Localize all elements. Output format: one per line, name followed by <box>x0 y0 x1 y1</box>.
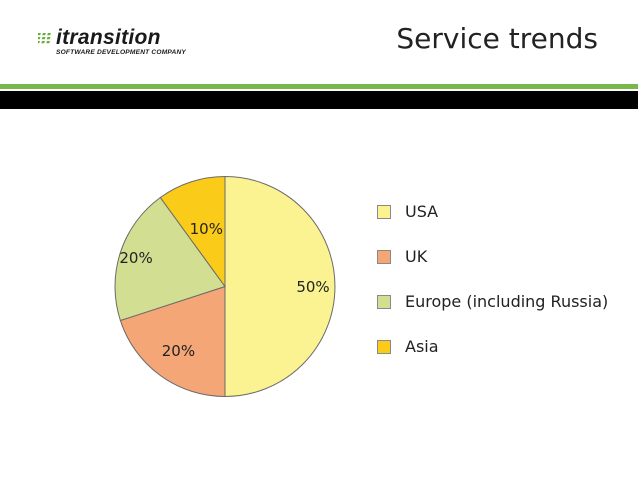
pie-slice-uk <box>119 285 226 398</box>
pie-chart <box>114 175 336 398</box>
legend-label: Europe (including Russia) <box>405 292 609 311</box>
pie-slice-asia <box>159 175 226 289</box>
logo-tagline: SOFTWARE DEVELOPMENT COMPANY <box>56 49 187 56</box>
bar-divider <box>0 89 638 91</box>
company-logo: itransition SOFTWARE DEVELOPMENT COMPANY <box>38 26 188 62</box>
slide-header: itransition SOFTWARE DEVELOPMENT COMPANY… <box>0 0 638 84</box>
green-accent-bar <box>0 84 638 89</box>
legend-swatch <box>377 205 391 219</box>
pie-slice-usa <box>224 175 336 398</box>
pie-slice-europe-including-russia <box>114 196 226 322</box>
legend-label: UK <box>405 247 428 266</box>
legend-label: USA <box>405 202 439 221</box>
pie-data-label: 20% <box>119 248 153 267</box>
black-band <box>0 91 638 109</box>
pie-data-label: 10% <box>189 219 223 238</box>
legend-swatch <box>377 295 391 309</box>
logo-wordmark: itransition <box>56 26 161 49</box>
legend-swatch <box>377 250 391 264</box>
pie-data-label: 20% <box>161 341 196 360</box>
legend-swatch <box>377 340 391 354</box>
legend-label: Asia <box>405 337 439 356</box>
slide-title: Service trends <box>396 22 598 55</box>
logo-mark-icon <box>38 33 51 44</box>
pie-data-label: 50% <box>296 277 330 296</box>
